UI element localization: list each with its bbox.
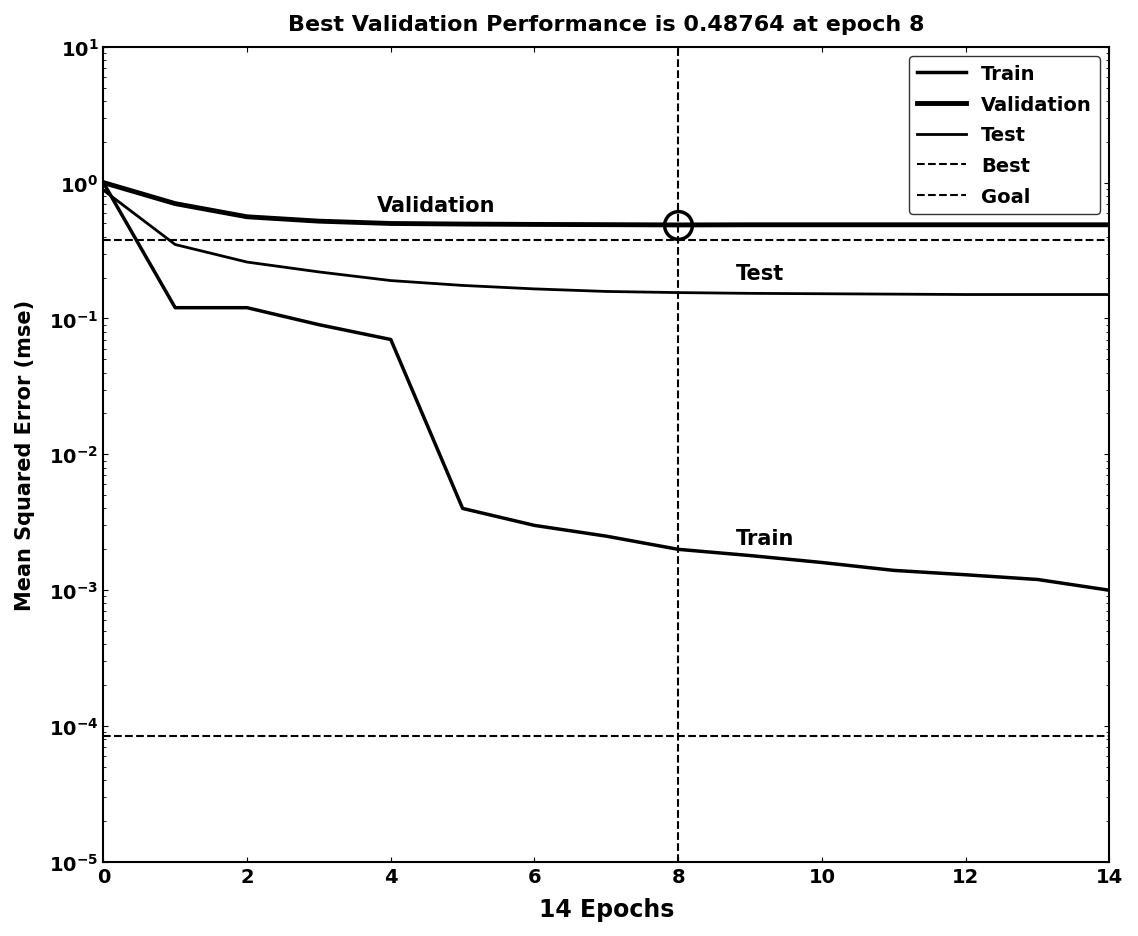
Train <box>1103 585 1116 596</box>
Test <box>240 257 254 269</box>
Validation <box>456 219 470 230</box>
Text: Test: Test <box>735 264 784 284</box>
Train <box>671 544 685 555</box>
Train <box>1031 575 1045 586</box>
Validation <box>312 216 325 227</box>
Train <box>600 531 613 542</box>
Train <box>528 520 542 532</box>
Text: Train: Train <box>735 528 794 548</box>
Validation <box>959 220 973 231</box>
Validation <box>168 198 182 210</box>
Line: Test: Test <box>104 191 1110 295</box>
Line: Validation: Validation <box>104 183 1110 226</box>
Best <box>168 235 182 246</box>
Test <box>312 267 325 278</box>
Train <box>815 557 828 568</box>
Test <box>1103 289 1116 300</box>
Validation <box>600 220 613 231</box>
Test <box>887 289 900 300</box>
Validation <box>815 220 828 231</box>
Test <box>815 289 828 300</box>
Train <box>312 320 325 331</box>
Train <box>743 550 757 562</box>
Test <box>168 240 182 251</box>
Legend: Train, Validation, Test, Best, Goal: Train, Validation, Test, Best, Goal <box>909 57 1099 214</box>
Test <box>456 281 470 292</box>
X-axis label: 14 Epochs: 14 Epochs <box>538 897 674 921</box>
Goal <box>168 730 182 741</box>
Train <box>456 504 470 515</box>
Train <box>97 178 110 189</box>
Validation <box>887 220 900 231</box>
Test <box>671 287 685 299</box>
Test <box>600 286 613 298</box>
Validation <box>528 220 542 231</box>
Test <box>959 289 973 300</box>
Train <box>384 334 397 345</box>
Title: Best Validation Performance is 0.48764 at epoch 8: Best Validation Performance is 0.48764 a… <box>288 15 924 35</box>
Train <box>168 302 182 314</box>
Train <box>887 565 900 577</box>
Test <box>1031 289 1045 300</box>
Test <box>384 276 397 287</box>
Line: Train: Train <box>104 183 1110 591</box>
Y-axis label: Mean Squared Error (mse): Mean Squared Error (mse) <box>15 300 35 610</box>
Best <box>97 235 110 246</box>
Validation <box>743 220 757 231</box>
Test <box>97 185 110 197</box>
Validation <box>384 219 397 230</box>
Validation <box>1103 220 1116 231</box>
Test <box>743 288 757 300</box>
Validation <box>1031 220 1045 231</box>
Validation <box>671 220 685 231</box>
Validation <box>97 178 110 189</box>
Train <box>959 569 973 580</box>
Goal <box>97 730 110 741</box>
Test <box>528 284 542 295</box>
Train <box>240 302 254 314</box>
Text: Validation: Validation <box>377 196 495 215</box>
Validation <box>240 212 254 223</box>
